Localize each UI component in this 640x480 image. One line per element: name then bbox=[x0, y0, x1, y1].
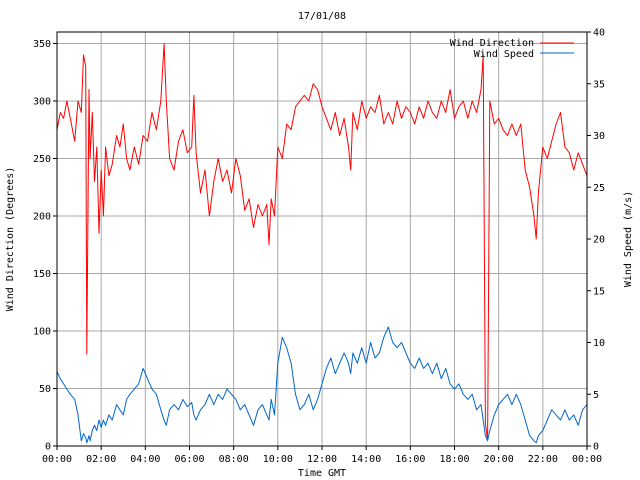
y-left-axis-label: Wind Direction (Degrees) bbox=[5, 167, 16, 312]
y-right-tick-label: 10 bbox=[593, 338, 605, 349]
x-tick-label: 00:00 bbox=[572, 454, 602, 465]
y-left-tick-label: 150 bbox=[33, 269, 51, 280]
x-tick-label: 18:00 bbox=[439, 454, 469, 465]
y-right-tick-label: 0 bbox=[593, 442, 599, 453]
y-right-tick-label: 5 bbox=[593, 390, 599, 401]
y-right-axis-label: Wind Speed (m/s) bbox=[623, 191, 634, 287]
y-left-tick-label: 0 bbox=[45, 442, 51, 453]
x-tick-label: 20:00 bbox=[484, 454, 514, 465]
x-tick-label: 10:00 bbox=[263, 454, 293, 465]
x-tick-label: 12:00 bbox=[307, 454, 337, 465]
y-right-tick-label: 40 bbox=[593, 28, 605, 39]
legend: Wind Direction Wind Speed bbox=[450, 38, 574, 60]
y-left-tick-label: 50 bbox=[39, 384, 51, 395]
y-right-tick-label: 30 bbox=[593, 131, 605, 142]
y-right-tick-label: 25 bbox=[593, 183, 605, 194]
y-right-tick-label: 20 bbox=[593, 235, 605, 246]
x-tick-label: 00:00 bbox=[42, 454, 72, 465]
x-tick-label: 22:00 bbox=[528, 454, 558, 465]
y-right-tick-labels: 0 5 10 15 20 25 30 35 40 bbox=[587, 28, 605, 453]
series-layer bbox=[56, 43, 588, 444]
x-tick-label: 16:00 bbox=[395, 454, 425, 465]
legend-label-wind-speed: Wind Speed bbox=[474, 49, 534, 60]
y-left-tick-label: 200 bbox=[33, 212, 51, 223]
y-left-tick-label: 300 bbox=[33, 97, 51, 108]
x-tick-label: 04:00 bbox=[130, 454, 160, 465]
x-tick-labels: 00:00 02:00 04:00 06:00 08:00 10:00 12:00 14:00… bbox=[42, 446, 602, 465]
y-right-tick-label: 35 bbox=[593, 79, 605, 90]
x-tick-label: 06:00 bbox=[174, 454, 204, 465]
x-axis-label: Time GMT bbox=[298, 468, 346, 479]
y-left-tick-label: 100 bbox=[33, 327, 51, 338]
legend-label-wind-direction: Wind Direction bbox=[450, 38, 534, 49]
series-line-wind-speed bbox=[56, 326, 588, 444]
chart-title: 17/01/08 bbox=[298, 11, 346, 22]
x-tick-label: 14:00 bbox=[351, 454, 381, 465]
x-tick-label: 08:00 bbox=[219, 454, 249, 465]
x-tick-label: 02:00 bbox=[86, 454, 116, 465]
y-left-tick-label: 250 bbox=[33, 154, 51, 165]
series-line-wind-direction bbox=[56, 43, 588, 441]
y-left-tick-labels: 0 50 100 150 200 250 300 350 bbox=[33, 39, 57, 453]
y-left-tick-label: 350 bbox=[33, 39, 51, 50]
y-right-tick-label: 15 bbox=[593, 286, 605, 297]
